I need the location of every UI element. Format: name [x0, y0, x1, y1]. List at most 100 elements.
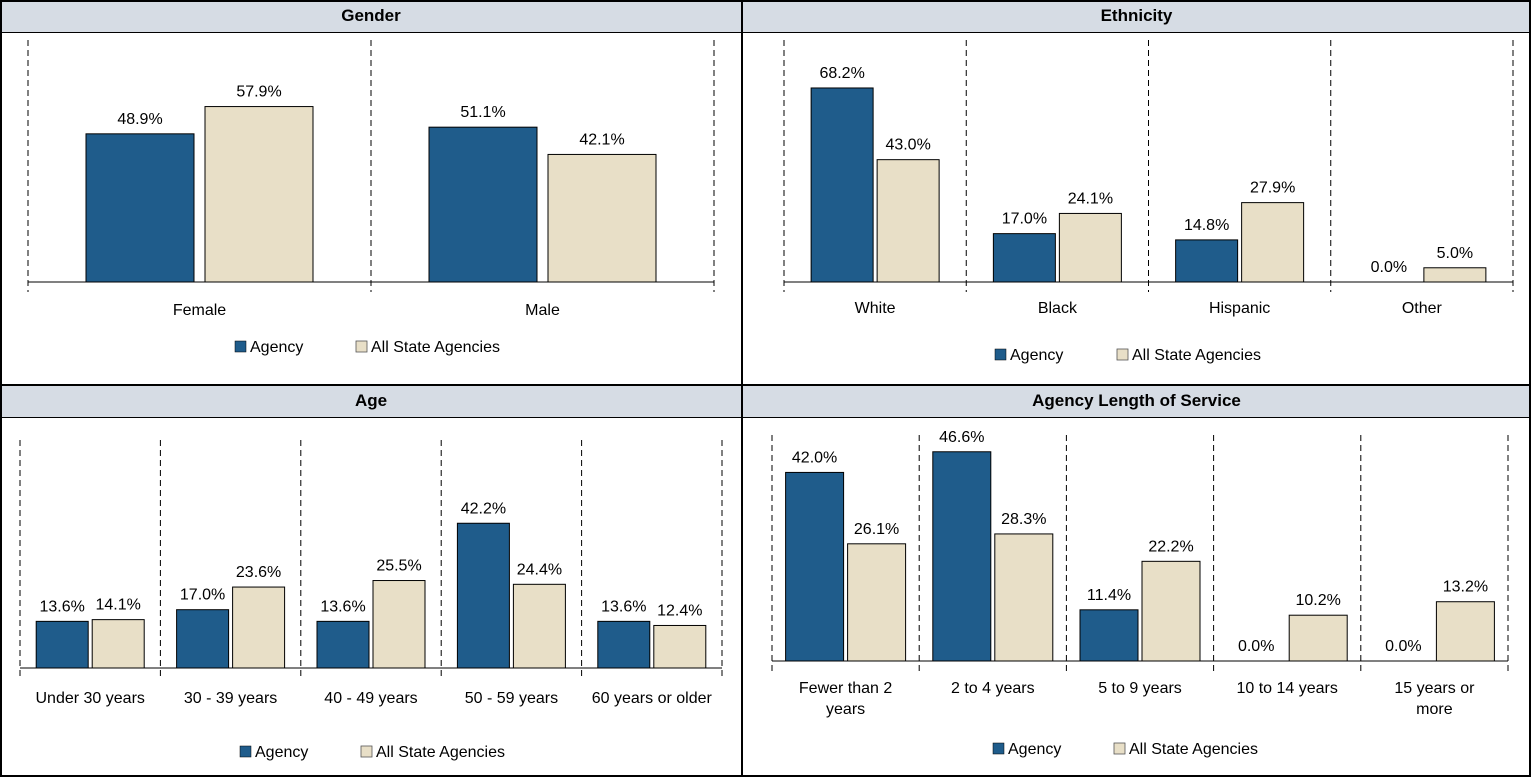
border-left	[0, 0, 2, 777]
state-value-label: 43.0%	[885, 137, 930, 154]
gender-panel: Gender 48.9% 57.9% Female 51.1% 42.1% Male Age…	[0, 0, 742, 385]
agency-bar	[1175, 239, 1239, 283]
legend-agency-swatch	[234, 340, 247, 353]
category-label: Fewer than 2 years	[799, 680, 892, 718]
legend-state-swatch	[1113, 742, 1126, 755]
agency-bar	[1079, 609, 1139, 662]
state-value-label: 24.1%	[1068, 190, 1113, 207]
state-bar	[653, 624, 707, 669]
state-value-label: 57.9%	[236, 84, 281, 101]
legend-state-swatch	[355, 340, 368, 353]
agency-value-label: 46.6%	[939, 429, 984, 446]
age-panel: Age 13.6% 14.1% Under 30 years 17.0% 23.6% 30…	[0, 385, 742, 777]
legend-state-label: All State Agencies	[1129, 741, 1258, 758]
legend-agency-swatch	[994, 348, 1007, 361]
category-label: 10 to 14 years	[1236, 680, 1337, 697]
category-label: 5 to 9 years	[1098, 680, 1182, 697]
agency-value-label: 0.0%	[1385, 638, 1421, 655]
agency-bar	[932, 451, 992, 662]
state-bar	[512, 583, 566, 669]
agency-bar	[316, 620, 370, 669]
state-bar	[1058, 212, 1122, 283]
legend-agency-label: Agency	[1010, 347, 1063, 364]
state-value-label: 27.9%	[1250, 180, 1295, 197]
category-label: Hispanic	[1209, 300, 1270, 317]
agency-value-label: 17.0%	[180, 587, 225, 604]
agency-bar	[428, 126, 538, 283]
agency-value-label: 68.2%	[819, 65, 864, 82]
legend-agency-label: Agency	[255, 744, 308, 761]
state-bar	[876, 159, 940, 283]
agency-value-label: 17.0%	[1002, 211, 1047, 228]
legend-state-swatch	[360, 745, 373, 758]
ethnicity-panel-title: Ethnicity	[742, 0, 1531, 33]
state-value-label: 5.0%	[1437, 245, 1473, 262]
border-bottom	[0, 775, 1531, 777]
state-bar	[204, 106, 314, 283]
agency-bar	[992, 233, 1056, 283]
gender-chart: 48.9% 57.9% Female 51.1% 42.1% Male Agency All …	[27, 40, 715, 356]
state-value-label: 14.1%	[96, 597, 141, 614]
category-label: Under 30 years	[36, 690, 145, 707]
age-panel-title: Age	[0, 385, 742, 418]
category-label: 2 to 4 years	[951, 680, 1035, 697]
state-value-label: 28.3%	[1001, 511, 1046, 528]
state-bar	[1288, 614, 1348, 662]
agency-value-label: 14.8%	[1184, 217, 1229, 234]
state-bar	[847, 543, 907, 662]
agency-value-label: 51.1%	[460, 104, 505, 121]
legend-state-swatch	[1116, 348, 1129, 361]
state-bar	[1141, 560, 1201, 662]
legend-state-label: All State Agencies	[1132, 347, 1261, 364]
agency-bar	[456, 522, 510, 669]
agency-bar	[785, 471, 845, 662]
category-label: 40 - 49 years	[324, 690, 417, 707]
state-value-label: 42.1%	[579, 131, 624, 148]
agency-value-label: 13.6%	[40, 598, 85, 615]
state-bar	[91, 619, 145, 669]
service-panel: Agency Length of Service 42.0% 26.1% Fewer…	[742, 385, 1531, 777]
state-value-label: 12.4%	[657, 602, 702, 619]
agency-value-label: 11.4%	[1087, 587, 1131, 604]
state-bar	[1435, 601, 1495, 662]
agency-value-label: 13.6%	[601, 598, 646, 615]
agency-value-label: 48.9%	[117, 111, 162, 128]
agency-value-label: 13.6%	[320, 598, 365, 615]
legend-agency-label: Agency	[250, 339, 303, 356]
state-bar	[1241, 202, 1305, 283]
agency-bar	[810, 87, 874, 283]
agency-bar	[176, 609, 230, 669]
legend-agency-label: Agency	[1008, 741, 1061, 758]
state-value-label: 25.5%	[376, 558, 421, 575]
border-right	[1529, 0, 1531, 777]
service-panel-title: Agency Length of Service	[742, 385, 1531, 418]
state-bar	[547, 153, 657, 283]
category-label: 15 years or more	[1394, 680, 1475, 718]
category-label: 60 years or older	[592, 690, 713, 707]
state-value-label: 13.2%	[1443, 579, 1488, 596]
category-label: Other	[1402, 300, 1443, 317]
state-bar	[1423, 267, 1487, 283]
age-chart: 13.6% 14.1% Under 30 years 17.0% 23.6% 30 - 3…	[19, 440, 723, 761]
service-chart: 42.0% 26.1% Fewer than 2 years 46.6% 28.3% 2 t…	[771, 429, 1509, 758]
agency-bar	[597, 620, 651, 669]
state-bar	[994, 533, 1054, 662]
ethnicity-chart: 68.2% 43.0% White 17.0% 24.1% Black 14.8% 27.9%…	[783, 40, 1514, 364]
agency-value-label: 0.0%	[1238, 638, 1274, 655]
state-value-label: 10.2%	[1296, 592, 1341, 609]
state-bar	[232, 586, 286, 669]
gender-panel-title: Gender	[0, 0, 742, 33]
category-label: Female	[173, 302, 226, 319]
border-middle-horizontal	[0, 384, 1531, 386]
category-label: Male	[525, 302, 560, 319]
agency-value-label: 42.0%	[792, 449, 837, 466]
state-value-label: 23.6%	[236, 564, 281, 581]
agency-bar	[35, 620, 89, 669]
state-bar	[372, 580, 426, 669]
category-label: 30 - 39 years	[184, 690, 277, 707]
legend-agency-swatch	[992, 742, 1005, 755]
legend-state-label: All State Agencies	[371, 339, 500, 356]
agency-bar	[85, 133, 195, 283]
category-label: 50 - 59 years	[465, 690, 558, 707]
state-value-label: 26.1%	[854, 521, 899, 538]
